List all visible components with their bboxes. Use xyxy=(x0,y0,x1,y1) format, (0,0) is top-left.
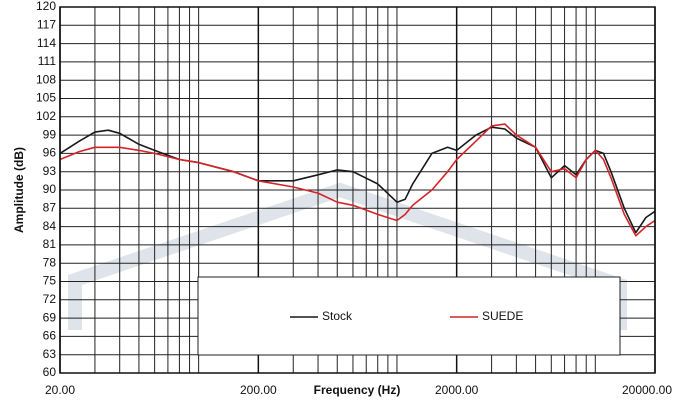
y-tick-label: 111 xyxy=(38,54,57,68)
y-tick-label: 120 xyxy=(36,0,56,13)
y-tick-label: 78 xyxy=(43,255,57,269)
x-axis-title: Frequency (Hz) xyxy=(314,383,401,397)
series xyxy=(59,123,656,237)
x-tick-label: 2000.00 xyxy=(435,383,479,397)
y-tick-label: 75 xyxy=(43,274,57,288)
y-tick-label: 117 xyxy=(37,17,56,31)
y-tick-label: 96 xyxy=(43,146,57,160)
y-tick-label: 105 xyxy=(36,91,56,105)
y-tick-label: 108 xyxy=(36,72,56,86)
legend-label: SUEDE xyxy=(482,309,523,323)
y-tick-label: 66 xyxy=(43,329,57,343)
legend-box xyxy=(197,276,621,356)
y-tick-label: 60 xyxy=(43,365,57,379)
y-tick-label: 63 xyxy=(43,347,57,361)
series-line xyxy=(59,126,656,234)
y-tick-label: 90 xyxy=(43,182,57,196)
y-tick-label: 81 xyxy=(43,237,57,251)
y-tick-label: 102 xyxy=(36,109,56,123)
y-tick-label: 93 xyxy=(43,164,57,178)
y-tick-label: 114 xyxy=(37,36,56,50)
y-tick-label: 84 xyxy=(43,219,57,233)
y-tick-label: 99 xyxy=(43,127,57,141)
y-tick-label: 72 xyxy=(43,292,57,306)
y-tick-label: 87 xyxy=(43,200,57,214)
x-tick-label: 20.00 xyxy=(45,383,75,397)
x-tick-label: 200.00 xyxy=(240,383,277,397)
series-line xyxy=(59,123,656,237)
x-tick-label: 20000.00 xyxy=(622,383,672,397)
y-tick-label: 69 xyxy=(43,310,57,324)
y-axis-title: Amplitude (dB) xyxy=(12,147,26,233)
plot-frame xyxy=(59,6,656,374)
legend-label: Stock xyxy=(322,309,353,323)
